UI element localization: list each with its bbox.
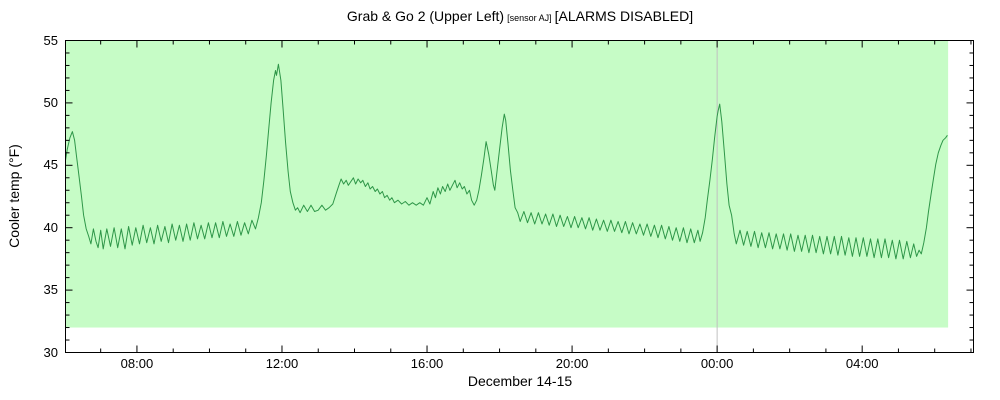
chart-title-alarms: [ALARMS DISABLED] bbox=[554, 8, 694, 24]
y-tick-label: 40 bbox=[43, 219, 58, 235]
x-tick-label: 20:00 bbox=[555, 356, 589, 371]
safe-range-band bbox=[65, 40, 949, 328]
x-tick-label: 08:00 bbox=[120, 356, 154, 371]
chart-title-sensor: [sensor AJ] bbox=[507, 13, 552, 23]
y-tick-label: 35 bbox=[43, 282, 58, 298]
x-tick-label: 12:00 bbox=[265, 356, 299, 371]
y-tick-label: 45 bbox=[43, 157, 58, 173]
chart-title: Grab & Go 2 (Upper Left) [sensor AJ] [ALAR… bbox=[66, 8, 974, 24]
y-tick-label: 30 bbox=[43, 344, 58, 360]
x-tick-label: 16:00 bbox=[410, 356, 444, 371]
y-tick-label: 50 bbox=[43, 94, 58, 110]
y-tick-label: 55 bbox=[43, 32, 58, 48]
x-tick-label: 00:00 bbox=[700, 356, 734, 371]
temperature-line bbox=[65, 63, 948, 260]
chart-title-main: Grab & Go 2 (Upper Left) bbox=[346, 8, 505, 24]
x-axis-label: December 14-15 bbox=[467, 373, 573, 389]
x-tick-label: 04:00 bbox=[845, 356, 879, 371]
plot-border bbox=[65, 40, 974, 353]
